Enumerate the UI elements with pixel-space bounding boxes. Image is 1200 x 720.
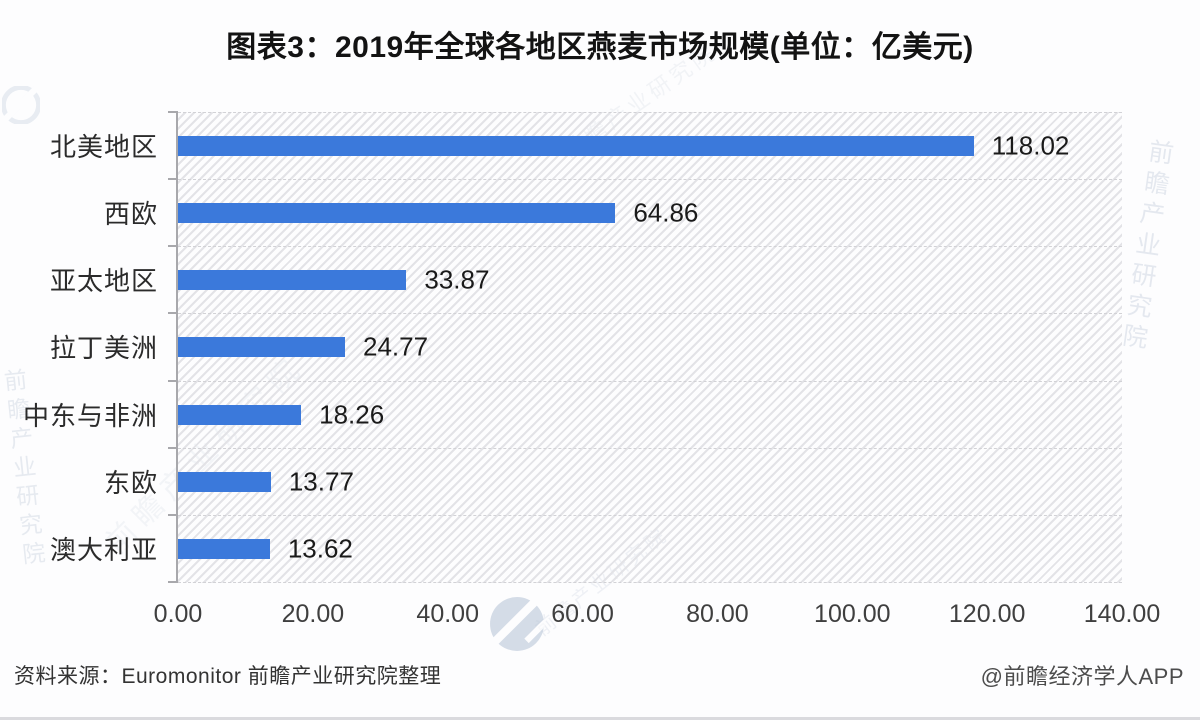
x-axis-tick-label: 80.00: [686, 600, 749, 628]
bar: [178, 538, 270, 559]
bar: [178, 471, 271, 492]
y-axis-tick: [168, 581, 178, 583]
y-axis-tick: [168, 245, 178, 248]
x-axis-tick-label: 60.00: [551, 600, 614, 628]
category-label: 澳大利亚: [49, 534, 158, 565]
y-axis-tick: [168, 379, 178, 382]
bar: [178, 270, 407, 291]
bar: [178, 337, 346, 358]
x-axis-tick-label: 140.00: [1083, 600, 1161, 628]
category-label: 东欧: [103, 467, 158, 498]
category-label: 西欧: [103, 199, 158, 230]
y-axis-tick: [168, 111, 178, 113]
plot-rows: 118.02 64.86 33.87 24.77 18.26 13.77 13.62: [178, 112, 1122, 582]
chart-row: 18.26: [178, 380, 1122, 448]
credit-note: @前瞻经济学人APP: [980, 664, 1184, 689]
x-axis-tick-label: 0.00: [153, 600, 203, 628]
category-label: 中东与非洲: [22, 400, 158, 431]
y-axis-tick: [168, 312, 178, 315]
x-axis-tick-label: 40.00: [416, 600, 479, 628]
chart-row: 13.62: [178, 514, 1122, 582]
plot-area: 118.02 64.86 33.87 24.77 18.26 13.77 13.62: [178, 112, 1122, 583]
chart-row: 13.77: [178, 447, 1122, 515]
value-label: 64.86: [633, 197, 699, 228]
x-axis: 0.00 20.00 40.00 60.00 80.00 100.00 120.00 140.…: [154, 600, 1161, 632]
bar: [178, 404, 302, 425]
x-axis-tick-label: 20.00: [281, 600, 345, 628]
chart-row: 118.02: [178, 112, 1122, 179]
chart-row: 33.87: [178, 246, 1122, 313]
y-axis-tick: [168, 513, 178, 516]
category-label: 北美地区: [49, 132, 158, 163]
value-label: 118.02: [991, 130, 1070, 161]
category-label: 亚太地区: [49, 266, 158, 297]
chart-title: 图表3：2019年全球各地区燕麦市场规模(单位：亿美元): [226, 31, 974, 64]
y-axis-line: [176, 112, 178, 583]
bar: [178, 136, 974, 157]
bar: [178, 203, 616, 224]
value-label: 24.77: [363, 331, 429, 362]
y-axis-tick: [168, 446, 178, 449]
value-label: 33.87: [424, 264, 490, 295]
x-axis-tick-label: 120.00: [948, 600, 1026, 628]
watermark-text-right: 前瞻产业研究院: [1117, 137, 1175, 356]
category-axis: 北美地区西欧亚太地区拉丁美洲中东与非洲东欧澳大利亚: [0, 112, 158, 582]
chart-row: 24.77: [178, 313, 1122, 380]
value-label: 18.26: [319, 399, 385, 430]
y-axis-tick: [168, 178, 178, 181]
value-label: 13.77: [288, 466, 354, 497]
chart-row: 64.86: [178, 179, 1122, 246]
source-note: 资料来源：Euromonitor 前瞻产业研究院整理: [14, 665, 442, 688]
category-label: 拉丁美洲: [49, 333, 158, 364]
bottom-divider: [0, 717, 1200, 720]
x-axis-tick-label: 100.00: [814, 600, 891, 628]
value-label: 13.62: [287, 533, 353, 564]
